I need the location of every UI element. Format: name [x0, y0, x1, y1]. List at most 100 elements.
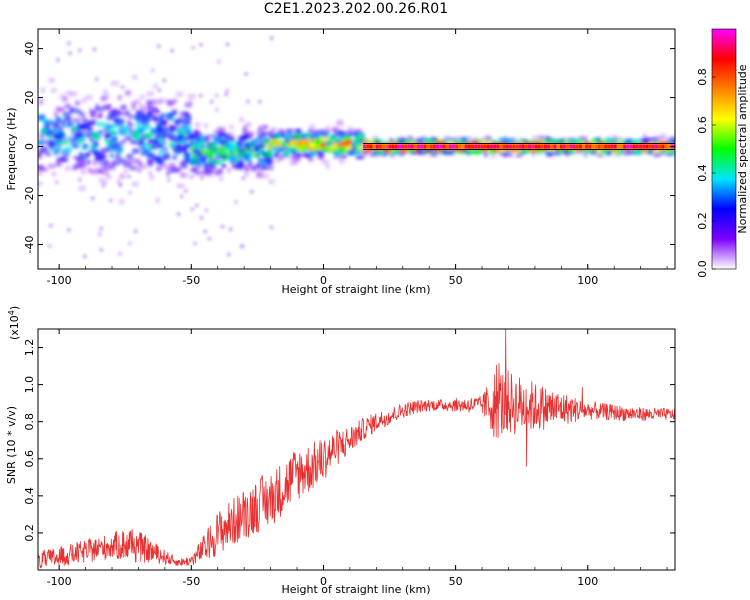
heatmap-cell	[237, 162, 244, 168]
heatmap-cell	[104, 160, 110, 166]
heatmap-cell	[38, 133, 45, 139]
spectrogram-x-tick-label: 0	[320, 274, 327, 287]
heatmap-cell	[38, 149, 44, 155]
heatmap-cell	[70, 130, 76, 136]
heatmap-cell	[147, 161, 154, 167]
heatmap-cell	[50, 87, 57, 93]
heatmap-cell	[263, 165, 268, 171]
heatmap-cell	[186, 119, 191, 125]
heatmap-cell	[119, 130, 126, 136]
heatmap-outlier	[199, 43, 203, 47]
heatmap-cell	[157, 122, 162, 128]
heatmap-cell	[123, 162, 132, 168]
heatmap-cell	[388, 138, 394, 144]
heatmap-cell	[307, 128, 313, 134]
snr-x-ticks: -100 -50 0 50 100	[47, 329, 668, 588]
heatmap-outlier	[169, 123, 173, 127]
spectrogram-frame	[37, 28, 676, 270]
heatmap-cell	[86, 159, 91, 165]
heatmap-outlier	[224, 92, 228, 96]
heatmap-cell	[162, 163, 168, 169]
heatmap-outlier	[217, 60, 221, 64]
heatmap-outlier	[93, 47, 97, 51]
heatmap-cell	[193, 143, 199, 149]
center-band-cell	[585, 144, 589, 149]
heatmap-cell	[60, 157, 66, 163]
heatmap-cell	[257, 144, 264, 150]
heatmap-cell	[231, 137, 236, 143]
spectrogram-y-tick-label: 40	[23, 42, 36, 56]
heatmap-cell	[162, 119, 167, 125]
center-band-cell	[667, 144, 671, 149]
heatmap-cell	[119, 173, 125, 179]
heatmap-cell	[263, 139, 269, 145]
heatmap-cell	[159, 98, 166, 104]
heatmap-outlier	[166, 173, 170, 177]
heatmap-outlier	[124, 169, 128, 173]
heatmap-cell	[62, 111, 71, 117]
heatmap-cell	[192, 148, 200, 154]
heatmap-cell	[454, 137, 460, 143]
heatmap-cell	[220, 140, 227, 146]
heatmap-outlier	[109, 198, 113, 202]
heatmap-cell	[314, 138, 321, 144]
center-band-cell	[623, 144, 627, 149]
heatmap-cell	[246, 163, 254, 169]
heatmap-cell	[346, 135, 352, 141]
heatmap-cell	[312, 140, 320, 146]
heatmap-cell	[180, 172, 188, 178]
heatmap-cell	[55, 106, 62, 112]
heatmap-cell	[290, 140, 296, 146]
heatmap-cell	[329, 136, 338, 142]
heatmap-cell	[247, 142, 256, 148]
heatmap-cell	[206, 141, 214, 147]
heatmap-cell	[38, 140, 43, 146]
snr-x-tick-label: 50	[449, 575, 463, 588]
heatmap-outlier	[258, 100, 262, 104]
heatmap-cell	[157, 99, 162, 105]
heatmap-cell	[135, 123, 140, 129]
heatmap-cell	[47, 128, 54, 134]
center-band-cell	[442, 144, 446, 149]
center-band-cell	[432, 144, 436, 149]
heatmap-cell	[305, 147, 311, 153]
heatmap-cell	[77, 160, 84, 166]
heatmap-cell	[331, 148, 336, 154]
center-band-cell	[483, 144, 487, 149]
colorbar-ticks: 0.0 0.2 0.4 0.6 0.8	[696, 68, 716, 278]
heatmap-cell	[178, 147, 187, 153]
heatmap-cell	[146, 153, 153, 159]
heatmap-cell	[176, 128, 185, 134]
heatmap-cell	[330, 144, 338, 150]
heatmap-cell	[281, 146, 290, 152]
heatmap-cell	[292, 159, 298, 165]
heatmap-cell	[354, 149, 360, 155]
heatmap-cell	[157, 127, 164, 133]
heatmap-cell	[652, 148, 661, 154]
center-band-cell	[639, 144, 643, 149]
heatmap-cell	[97, 121, 105, 127]
heatmap-cell	[472, 138, 478, 144]
center-band-cell	[388, 144, 392, 149]
snr-y-tick-label: 0.4	[23, 487, 36, 505]
heatmap-cell	[138, 140, 145, 146]
heatmap-cell	[140, 115, 147, 121]
heatmap-cell	[129, 138, 136, 144]
center-band-cell	[632, 144, 636, 149]
heatmap-cell	[583, 152, 588, 158]
center-band-cell	[524, 144, 528, 149]
heatmap-cell	[162, 146, 168, 152]
center-band-cell	[588, 144, 592, 149]
heatmap-cell	[210, 142, 218, 148]
center-band-cell	[366, 144, 370, 149]
heatmap-cell	[64, 114, 71, 120]
heatmap-cell	[653, 152, 661, 158]
heatmap-cell	[260, 124, 268, 130]
heatmap-cell	[94, 135, 100, 141]
heatmap-cell	[580, 149, 586, 155]
heatmap-cell	[104, 133, 113, 139]
heatmap-cell	[62, 97, 68, 103]
heatmap-cell	[184, 116, 191, 122]
spectrogram-y-tick-label: 0	[23, 143, 36, 150]
heatmap-cell	[381, 151, 388, 157]
